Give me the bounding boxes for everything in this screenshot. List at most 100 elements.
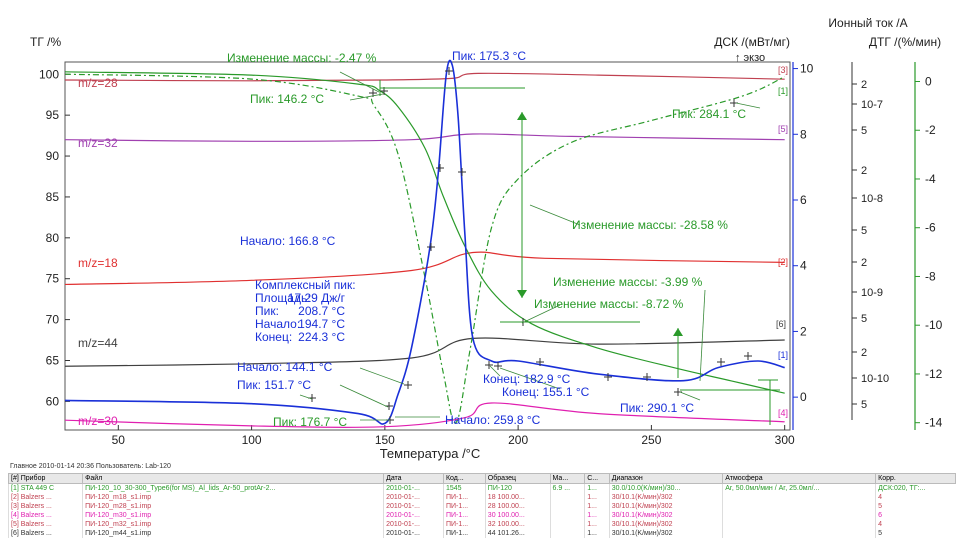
legend-cell: [549, 493, 585, 502]
legend-cell: 2010-01-...: [383, 529, 444, 538]
legend-cell: [1] STA 449 C: [7, 483, 83, 493]
dsc-tick-label: 0: [800, 390, 807, 404]
dtg-tick-label: -2: [925, 123, 936, 137]
legend-row[interactable]: [6] Balzers ... ПИ-120_m44_s1.imp 2010-01-…: [7, 529, 956, 538]
series-label: m/z=44: [78, 336, 118, 350]
legend-cell: 6: [875, 511, 956, 520]
annotation-leader: [299, 394, 313, 400]
annotation-text: Пик: 146.2 °C: [250, 92, 324, 106]
annotation-text: Пик: 176.7 °C: [273, 415, 347, 429]
series-line-mz18: [64, 251, 785, 286]
curve-end-label: [5]: [778, 124, 788, 134]
series-line-: [64, 71, 785, 394]
legend-cell: [3] Balzers ...: [7, 502, 83, 511]
legend-column-header[interactable]: С...: [584, 473, 610, 484]
legend-column-header[interactable]: Атмосфера: [722, 473, 877, 484]
legend-cell: [549, 529, 585, 538]
annotation-leader: [735, 102, 761, 109]
ion-tick-label: 10-8: [861, 193, 883, 205]
curve-end-label: [4]: [778, 408, 788, 418]
legend-cell: 30.0/10.0(K/мин)/30...: [608, 483, 723, 493]
curve-end-label: [1]: [778, 350, 788, 360]
dtg-tick-label: -8: [925, 269, 936, 283]
curve-end-label: [6]: [776, 319, 786, 329]
legend-column-header[interactable]: Образец: [484, 473, 551, 484]
dtg-tick-label: -14: [925, 416, 943, 430]
legend-cell: [2] Balzers ...: [7, 493, 83, 502]
legend-cell: 30/10.1(K/мин)/302: [608, 529, 723, 538]
legend-cell: [4] Balzers ...: [7, 511, 83, 520]
tg-axis-label: ТГ /%: [30, 35, 61, 49]
annotation-text: Конец: 182.9 °C: [483, 372, 571, 386]
tg-tick-label: 80: [46, 231, 60, 245]
legend-row[interactable]: [4] Balzers ... ПИ-120_m30_s1.imp 2010-01-…: [7, 511, 956, 520]
footer-info: Главное 2010-01-14 20:36 Пользователь: L…: [10, 463, 171, 470]
legend-cell: 5: [875, 529, 956, 538]
annotation-text: Начало: 144.1 °C: [237, 360, 333, 374]
annotation-text: Изменение массы: -2.47 %: [227, 51, 377, 65]
ion-tick-label: 2: [861, 165, 867, 177]
dtg-tick-label: -4: [925, 172, 936, 186]
legend-column-header[interactable]: Код...: [442, 473, 486, 484]
legend-cell: [6] Balzers ...: [7, 529, 83, 538]
curve-end-label: [3]: [778, 65, 788, 75]
annotation-text: Пик: 151.7 °C: [237, 378, 311, 392]
annotation-leader: [489, 365, 501, 377]
legend-column-header[interactable]: Файл: [82, 473, 385, 484]
legend-cell: [722, 529, 876, 538]
legend-cell: 30 100.00...: [484, 511, 551, 520]
legend-cell: 18 100.00...: [484, 493, 551, 502]
legend-cell: 1...: [584, 511, 610, 520]
legend-column-header[interactable]: Диапазон: [608, 473, 724, 484]
annotation-text: Пик:: [255, 304, 279, 318]
annotation-text: 194.7 °C: [298, 317, 345, 331]
annotation-text: 17.29 Дж/г: [288, 291, 346, 305]
dtg-tick-label: -12: [925, 367, 943, 381]
legend-cell: 1...: [584, 520, 610, 529]
legend-cell: 4: [875, 520, 956, 529]
legend-row[interactable]: [2] Balzers ... ПИ-120_m18_s1.imp 2010-01-…: [7, 493, 956, 502]
annotation-text: Площадь:: [255, 291, 311, 305]
ion-tick-label: 5: [861, 225, 867, 237]
legend-cell: 2010-01-...: [383, 520, 444, 529]
legend-row[interactable]: [3] Balzers ... ПИ-120_m28_s1.imp 2010-01-…: [7, 502, 956, 511]
ion-tick-label: 5: [861, 399, 867, 411]
legend-cell: ПИ-1...: [442, 493, 486, 502]
legend-cell: ПИ-120_m18_s1.imp: [82, 493, 384, 502]
legend-cell: [549, 511, 585, 520]
legend-column-header[interactable]: Корр.: [875, 473, 956, 484]
annotation-leader: [339, 384, 389, 408]
dsc-tick-label: 4: [800, 259, 807, 273]
legend-cell: ПИ-120_10_30-300_Type6(for MS)_Al_lids_A…: [82, 483, 384, 493]
legend-cell: 44 101.26...: [484, 529, 551, 538]
series-line-: [64, 59, 785, 425]
legend-cell: ПИ-120_m32_s1.imp: [82, 520, 384, 529]
annotation-text: 224.3 °C: [298, 330, 345, 344]
legend-column-header[interactable]: Ма...: [549, 473, 586, 484]
series-line-mz28: [64, 72, 785, 82]
dtg-tick-label: 0: [925, 74, 932, 88]
dsc-tick-label: 8: [800, 127, 807, 141]
legend-row[interactable]: [1] STA 449 C ПИ-120_10_30-300_Type6(for …: [7, 483, 956, 493]
annotation-text: Пик: 175.3 °C: [452, 49, 526, 63]
legend-cell: ДСК:020, ТГ:...: [875, 483, 956, 493]
series-label: m/z=32: [78, 136, 118, 150]
x-tick-label: 50: [112, 433, 126, 447]
curve-end-label: [2]: [778, 257, 788, 267]
annotation-text: Конец:: [255, 330, 292, 344]
annotation-leader: [339, 71, 380, 93]
legend-cell: 30/10.1(K/мин)/302: [608, 502, 723, 511]
dtg-axis-label: ДТГ /(%/мин): [869, 35, 941, 49]
legend-cell: 4: [875, 493, 956, 502]
legend-column-header[interactable]: [#] Прибор: [7, 473, 84, 484]
legend-cell: 1...: [584, 529, 610, 538]
legend-cell: 6.9 ...: [549, 483, 585, 493]
legend-cell: [722, 502, 876, 511]
legend-cell: ПИ-120: [484, 483, 551, 493]
legend-row[interactable]: [5] Balzers ... ПИ-120_m32_s1.imp 2010-01-…: [7, 520, 956, 529]
legend-cell: 5: [875, 502, 956, 511]
legend-cell: 28 100.00...: [484, 502, 551, 511]
legend-column-header[interactable]: Дата: [383, 473, 444, 484]
legend-cell: 1...: [584, 483, 610, 493]
legend-cell: 2010-01-...: [383, 511, 444, 520]
